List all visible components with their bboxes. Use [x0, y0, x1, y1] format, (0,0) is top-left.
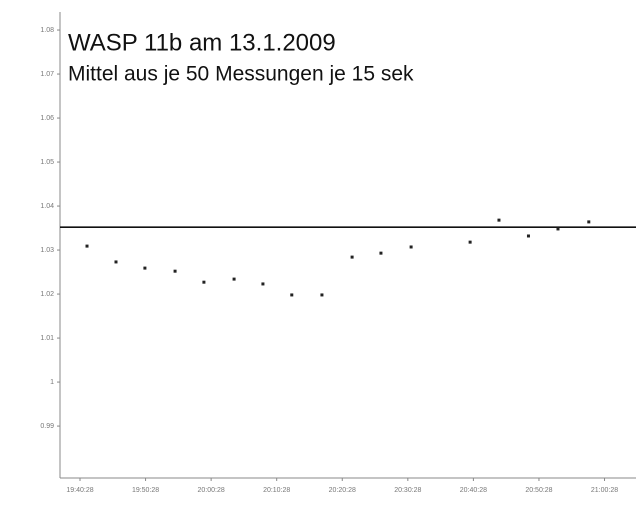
- point: [468, 240, 472, 244]
- point: [85, 244, 89, 248]
- y-tick-label: 1.04: [40, 203, 54, 210]
- point: [173, 269, 177, 273]
- y-tick-label: 1.03: [40, 247, 54, 254]
- point: [497, 218, 501, 222]
- point: [320, 293, 324, 297]
- y-tick-label: 1.02: [40, 291, 54, 298]
- x-tick-label: 20:20:28: [329, 487, 356, 494]
- point: [587, 220, 591, 224]
- point: [556, 227, 560, 231]
- y-tick-label: 1.06: [40, 115, 54, 122]
- chart-subtitle: Mittel aus je 50 Messungen je 15 sek: [68, 63, 414, 86]
- y-tick-label: 1.01: [40, 335, 54, 342]
- y-tick-label: 0.99: [40, 423, 54, 430]
- point: [350, 255, 354, 259]
- point: [232, 277, 236, 281]
- x-tick-label: 20:00:28: [198, 487, 225, 494]
- point: [202, 280, 206, 284]
- point: [379, 251, 383, 255]
- y-tick-label: 1.07: [40, 71, 54, 78]
- y-tick-label: 1: [50, 379, 54, 386]
- point: [290, 293, 294, 297]
- y-tick-label: 1.08: [40, 27, 54, 34]
- point: [114, 260, 118, 264]
- y-tick-label: 1.05: [40, 159, 54, 166]
- x-tick-label: 20:30:28: [394, 487, 421, 494]
- point: [261, 282, 265, 286]
- point: [143, 266, 147, 270]
- x-tick-label: 20:50:28: [525, 487, 552, 494]
- point: [409, 245, 413, 249]
- x-tick-label: 20:40:28: [460, 487, 487, 494]
- x-tick-label: 19:50:28: [132, 487, 159, 494]
- chart-title: WASP 11b am 13.1.2009: [68, 29, 336, 56]
- x-tick-label: 21:00:28: [591, 487, 618, 494]
- x-tick-label: 19:40:28: [66, 487, 93, 494]
- x-tick-label: 20:10:28: [263, 487, 290, 494]
- point: [526, 234, 530, 238]
